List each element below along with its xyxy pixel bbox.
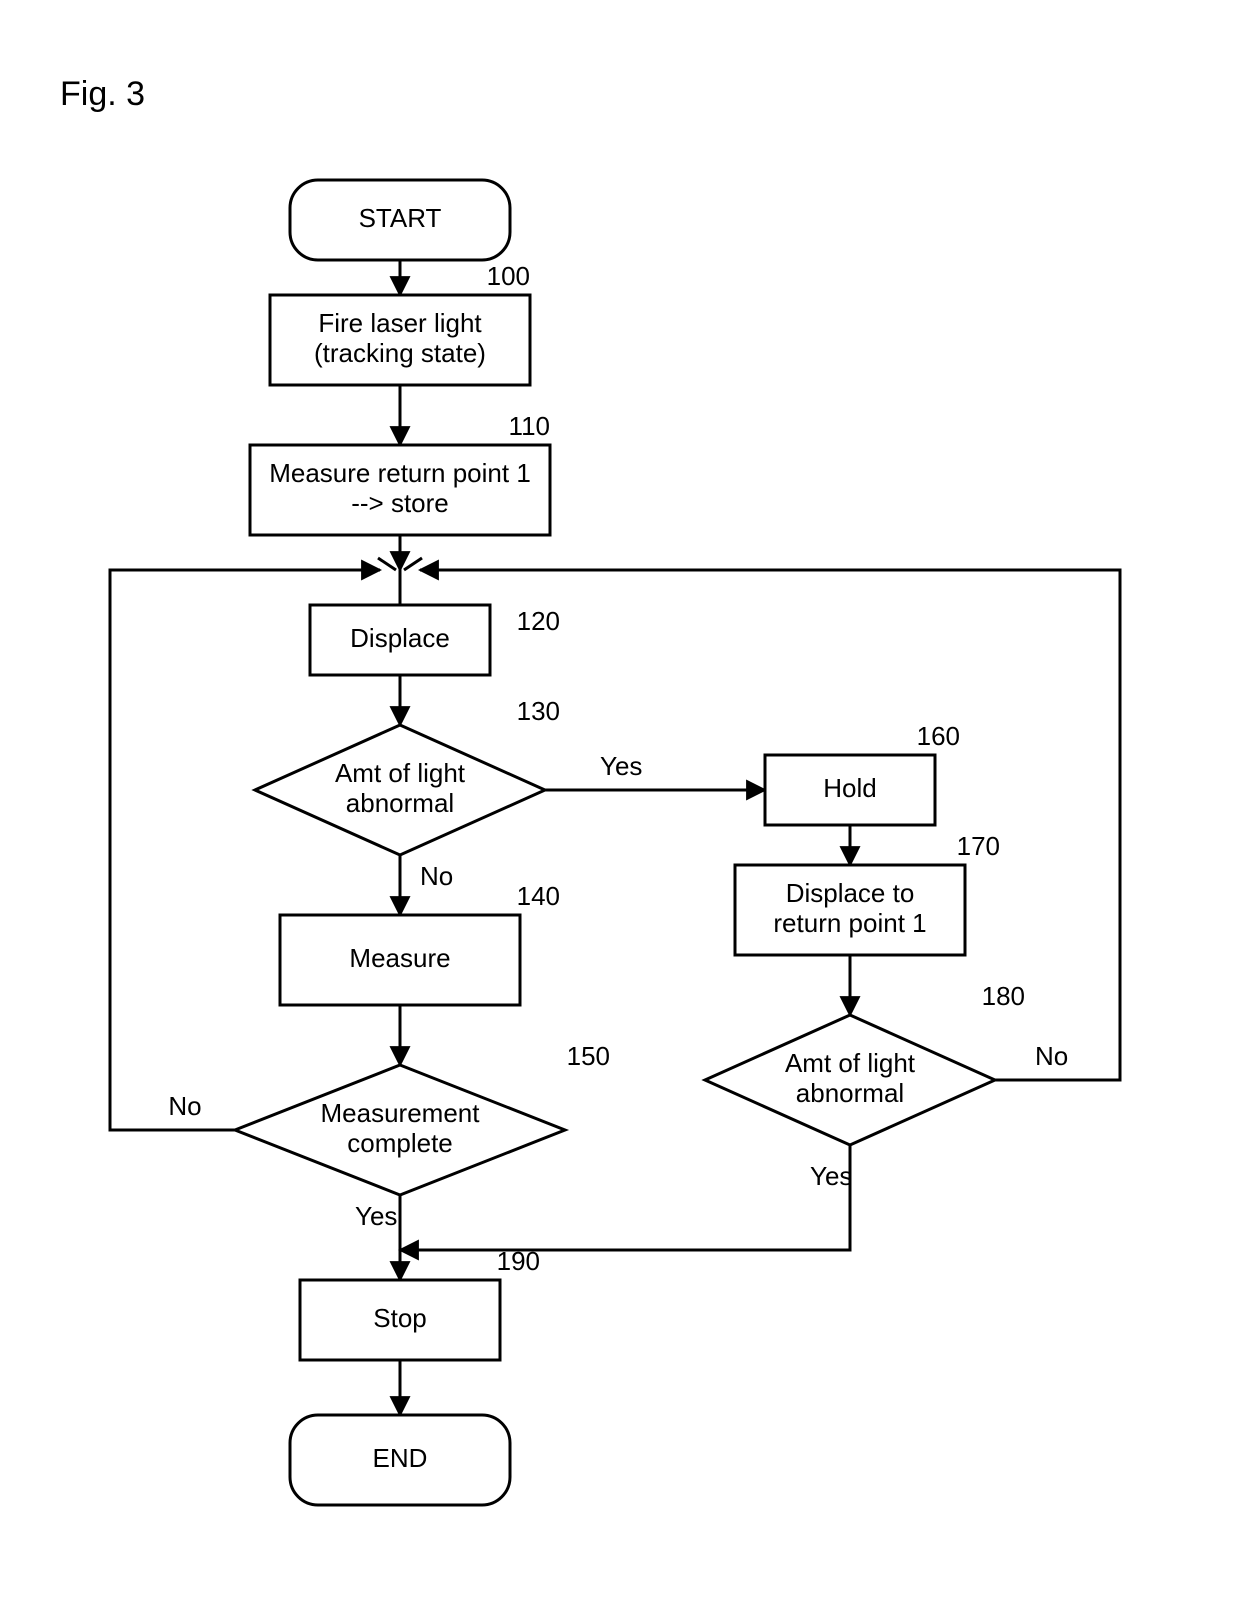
svg-text:--> store: --> store xyxy=(351,488,449,518)
svg-text:Hold: Hold xyxy=(823,773,876,803)
svg-text:No: No xyxy=(1035,1041,1068,1071)
svg-text:abnormal: abnormal xyxy=(346,788,454,818)
svg-text:No: No xyxy=(168,1091,201,1121)
svg-text:180: 180 xyxy=(982,981,1025,1011)
svg-text:100: 100 xyxy=(487,261,530,291)
svg-text:complete: complete xyxy=(347,1128,453,1158)
svg-text:(tracking state): (tracking state) xyxy=(314,338,486,368)
svg-text:END: END xyxy=(373,1443,428,1473)
svg-text:Fire laser light: Fire laser light xyxy=(318,308,482,338)
node-n170: Displace toreturn point 1 170 xyxy=(735,831,1000,955)
svg-text:130: 130 xyxy=(517,696,560,726)
node-n180: Amt of lightabnormal 180 xyxy=(705,981,1025,1145)
node-n130: Amt of lightabnormal 130 xyxy=(255,696,560,855)
svg-text:Yes: Yes xyxy=(355,1201,397,1231)
svg-text:160: 160 xyxy=(917,721,960,751)
svg-text:Stop: Stop xyxy=(373,1303,427,1333)
svg-text:140: 140 xyxy=(517,881,560,911)
page: Fig. 3 NoYesYesNoNoYesSTARTFire laser li… xyxy=(0,0,1240,1597)
node-n190: Stop 190 xyxy=(300,1246,540,1360)
node-n150: Measurementcomplete 150 xyxy=(235,1041,610,1195)
svg-text:Displace to: Displace to xyxy=(786,878,915,908)
node-n140: Measure 140 xyxy=(280,881,560,1005)
svg-text:return point 1: return point 1 xyxy=(773,908,926,938)
svg-text:110: 110 xyxy=(509,411,550,441)
node-n160: Hold 160 xyxy=(765,721,960,825)
svg-text:Measure: Measure xyxy=(349,943,450,973)
node-end: END xyxy=(290,1415,510,1505)
svg-text:No: No xyxy=(420,861,453,891)
svg-text:abnormal: abnormal xyxy=(796,1078,904,1108)
svg-text:190: 190 xyxy=(497,1246,540,1276)
svg-text:Measure return point 1: Measure return point 1 xyxy=(269,458,531,488)
node-start: START xyxy=(290,180,510,260)
svg-text:Displace: Displace xyxy=(350,623,450,653)
svg-text:Amt of light: Amt of light xyxy=(335,758,466,788)
svg-text:Yes: Yes xyxy=(600,751,642,781)
svg-text:Yes: Yes xyxy=(810,1161,852,1191)
node-n120: Displace 120 xyxy=(310,605,560,675)
flowchart: No Yes Yes No No Yes START Fire laser light(tra… xyxy=(0,0,1240,1597)
svg-text:170: 170 xyxy=(957,831,1000,861)
svg-text:120: 120 xyxy=(517,606,560,636)
svg-text:START: START xyxy=(359,203,442,233)
svg-text:150: 150 xyxy=(567,1041,610,1071)
svg-text:Measurement: Measurement xyxy=(321,1098,481,1128)
svg-text:Amt of light: Amt of light xyxy=(785,1048,916,1078)
